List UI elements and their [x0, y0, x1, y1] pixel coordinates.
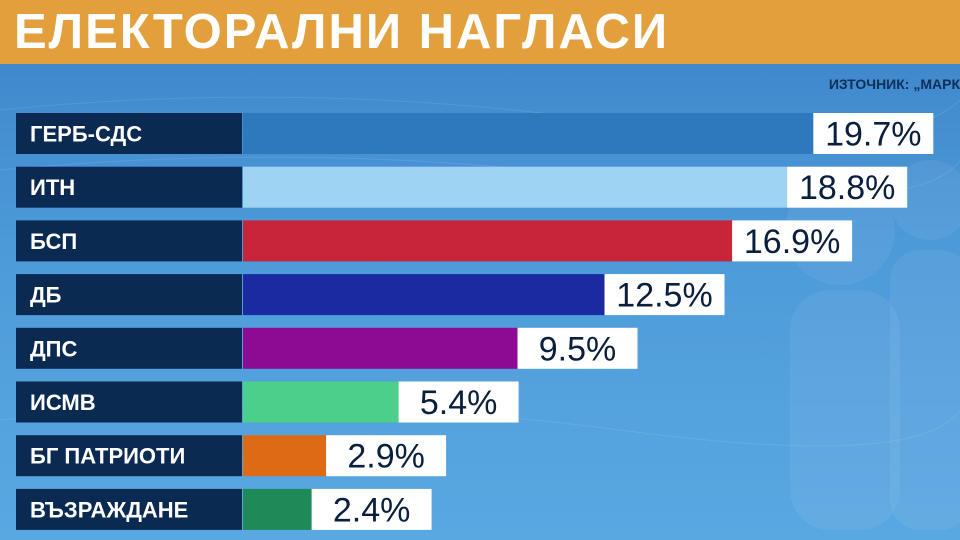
title-bar: ЕЛЕКТОРАЛНИ НАГЛАСИ	[0, 0, 960, 64]
bar-row: ВЪЗРАЖДАНЕ 2.4%	[16, 488, 432, 530]
value-label-bg	[732, 220, 853, 262]
value-label: 16.9%	[744, 223, 840, 261]
category-label: БСП	[30, 229, 77, 254]
value-label-bg	[813, 113, 934, 154]
category-label: ДБ	[30, 283, 62, 308]
category-label-bg	[16, 113, 242, 154]
category-label: ИТН	[30, 175, 75, 200]
bar-row: ДБ 12.5%	[16, 274, 725, 316]
category-label-bg	[16, 220, 242, 262]
bar-row: ИСМВ 5.4%	[16, 381, 519, 423]
bar	[243, 435, 328, 477]
value-label-bg	[311, 488, 432, 530]
bar	[243, 113, 815, 154]
value-label-bg	[326, 435, 447, 477]
source-label: ИЗТОЧНИК: „МАРК	[828, 76, 960, 92]
bar-row: БСП 16.9%	[16, 220, 853, 262]
category-label: ДПС	[30, 336, 77, 361]
bar	[243, 166, 789, 208]
bar-row: ИТН 18.8%	[16, 166, 908, 208]
bar-row: БГ ПАТРИОТИ 2.9%	[16, 435, 447, 477]
bar	[243, 488, 313, 530]
bar-row: ГЕРБ-СДС 19.7%	[16, 113, 934, 154]
category-label-bg	[16, 488, 242, 530]
category-label-bg	[16, 381, 242, 423]
value-label: 2.9%	[347, 438, 425, 476]
bar	[243, 327, 519, 369]
category-label-bg	[16, 327, 242, 369]
bar	[243, 381, 400, 423]
bar-row: ДПС 9.5%	[16, 327, 638, 369]
category-label-bg	[16, 166, 242, 208]
value-label-bg	[787, 166, 908, 208]
value-label: 9.5%	[539, 330, 617, 368]
bar	[243, 220, 734, 262]
category-label-bg	[16, 435, 242, 477]
value-label: 12.5%	[616, 277, 712, 315]
value-label-bg	[517, 327, 638, 369]
category-label: ИСМВ	[30, 390, 96, 415]
value-label: 18.8%	[799, 169, 895, 207]
value-label-bg	[604, 274, 725, 316]
value-label: 19.7%	[825, 116, 921, 154]
category-label: БГ ПАТРИОТИ	[30, 444, 185, 469]
category-label: ГЕРБ-СДС	[30, 122, 142, 147]
value-label: 2.4%	[333, 491, 411, 529]
category-label-bg	[16, 274, 242, 316]
page-title: ЕЛЕКТОРАЛНИ НАГЛАСИ	[14, 5, 670, 59]
category-label: ВЪЗРАЖДАНЕ	[30, 497, 188, 522]
value-label-bg	[398, 381, 519, 423]
bar	[243, 274, 606, 316]
value-label: 5.4%	[420, 384, 498, 422]
